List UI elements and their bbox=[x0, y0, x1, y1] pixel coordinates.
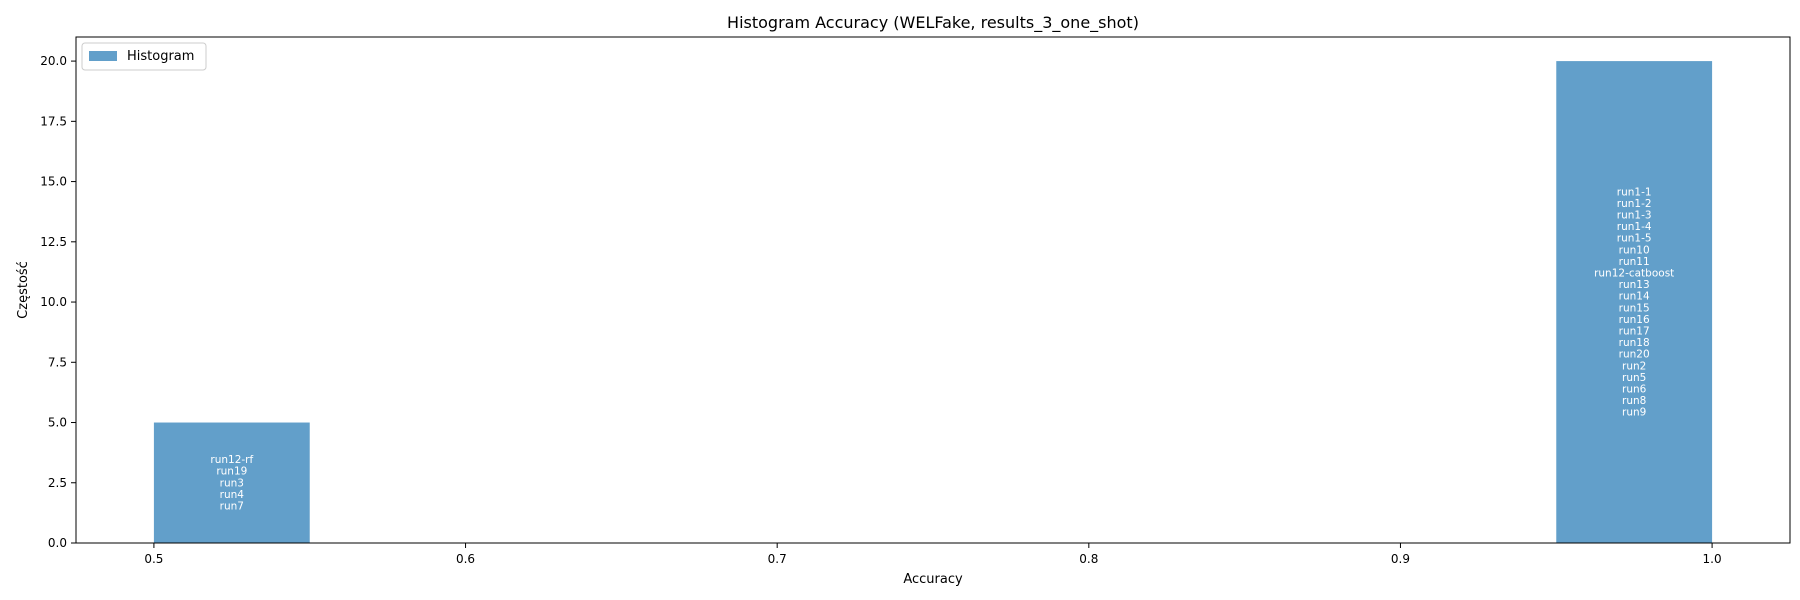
histogram-bar bbox=[1556, 61, 1713, 543]
bar-run-label: run6 bbox=[1622, 384, 1647, 396]
bar-run-label: run19 bbox=[216, 466, 247, 478]
x-axis: 0.5 0.6 0.7 0.8 0.9 1.0 bbox=[144, 543, 1722, 566]
bar-run-label: run14 bbox=[1619, 291, 1650, 303]
bar-run-label: run12-rf bbox=[210, 454, 253, 466]
bar-run-label: run5 bbox=[1622, 372, 1646, 384]
bar-run-label: run1-2 bbox=[1617, 198, 1652, 210]
chart-title: Histogram Accuracy (WELFake, results_3_o… bbox=[727, 13, 1139, 33]
x-tick-label: 1.0 bbox=[1703, 552, 1722, 566]
legend: Histogram bbox=[81, 42, 207, 71]
y-axis: 0.0 2.5 5.0 7.5 10.0 12.5 15.0 17.5 20.0 bbox=[40, 54, 76, 550]
x-tick-label: 0.9 bbox=[1391, 552, 1410, 566]
bar-run-label: run11 bbox=[1619, 256, 1650, 268]
y-tick-label: 0.0 bbox=[48, 536, 67, 550]
bar-run-label: run17 bbox=[1619, 326, 1650, 338]
y-tick-label: 7.5 bbox=[48, 355, 67, 369]
x-axis-label: Accuracy bbox=[903, 572, 963, 587]
x-tick-label: 0.7 bbox=[768, 552, 787, 566]
bar-run-label: run3 bbox=[220, 477, 244, 489]
bar-run-label: run13 bbox=[1619, 279, 1650, 291]
y-tick-label: 12.5 bbox=[40, 235, 67, 249]
bar-run-label: run7 bbox=[220, 500, 244, 512]
bar-run-label: run4 bbox=[220, 489, 245, 501]
bar-run-label: run12-catboost bbox=[1594, 268, 1674, 280]
y-tick-label: 17.5 bbox=[40, 114, 67, 128]
y-tick-label: 20.0 bbox=[40, 54, 67, 68]
plot-frame bbox=[75, 36, 1791, 544]
bar-run-label: run1-4 bbox=[1617, 221, 1652, 233]
bar-run-label: run1-3 bbox=[1617, 210, 1652, 222]
y-tick-label: 10.0 bbox=[40, 295, 67, 309]
legend-entry-histogram: Histogram bbox=[127, 49, 194, 64]
bar-run-label: run15 bbox=[1619, 302, 1650, 314]
bar-run-label: run10 bbox=[1619, 244, 1650, 256]
bars-layer: run12-rfrun19run3run4run7run1-1run1-2run… bbox=[153, 61, 1713, 543]
bar-run-label: run18 bbox=[1619, 337, 1650, 349]
y-tick-label: 2.5 bbox=[48, 476, 67, 490]
histogram-bar bbox=[153, 422, 310, 543]
bar-run-label: run1-5 bbox=[1617, 233, 1652, 245]
bar-run-label: run9 bbox=[1622, 407, 1646, 419]
y-axis-label: Częstość bbox=[16, 261, 31, 319]
bar-run-label: run20 bbox=[1619, 349, 1650, 361]
x-tick-label: 0.8 bbox=[1079, 552, 1098, 566]
y-tick-label: 5.0 bbox=[48, 416, 67, 430]
legend-swatch bbox=[89, 51, 117, 61]
x-tick-label: 0.5 bbox=[144, 552, 163, 566]
bar-run-label: run8 bbox=[1622, 395, 1646, 407]
bar-run-label: run2 bbox=[1622, 360, 1646, 372]
legend-box bbox=[81, 42, 207, 71]
bar-run-label: run1-1 bbox=[1617, 186, 1652, 198]
y-tick-label: 15.0 bbox=[40, 175, 67, 189]
x-tick-label: 0.6 bbox=[456, 552, 475, 566]
bar-run-label: run16 bbox=[1619, 314, 1650, 326]
